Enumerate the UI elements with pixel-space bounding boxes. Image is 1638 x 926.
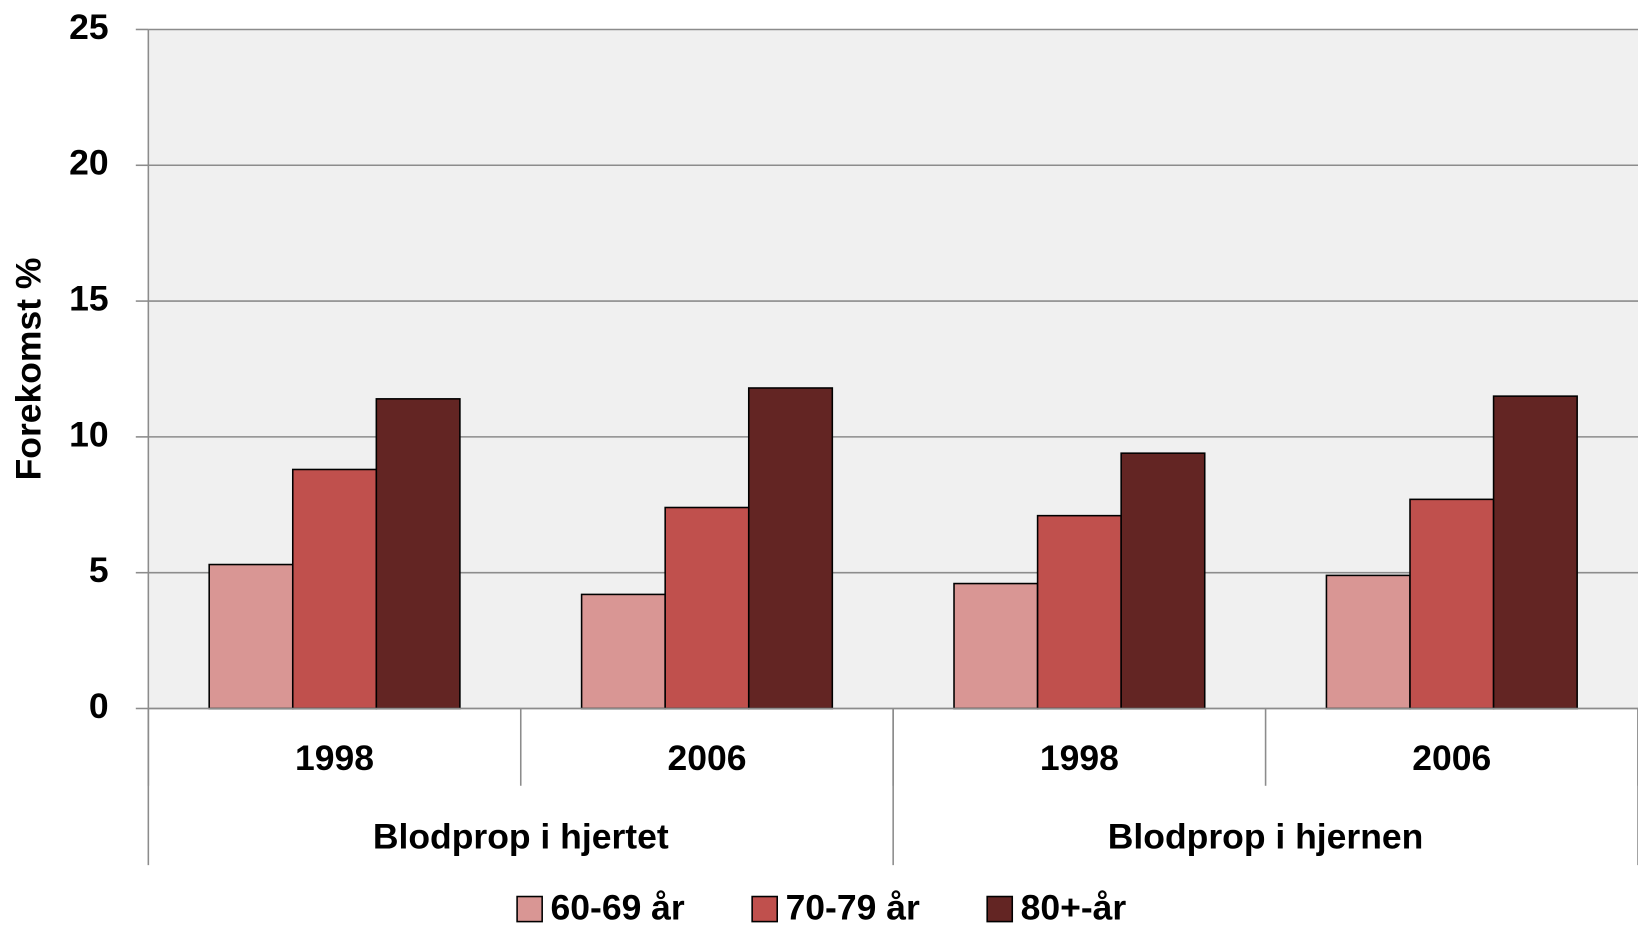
y-tick-label: 10 xyxy=(69,414,109,454)
y-tick-label: 25 xyxy=(69,7,109,47)
group-label: Blodprop i hjertet xyxy=(373,816,669,856)
y-tick-label: 5 xyxy=(89,550,109,590)
bar xyxy=(664,506,750,710)
bar xyxy=(747,387,834,710)
bar xyxy=(1120,452,1206,710)
legend-swatch xyxy=(751,895,778,923)
bar xyxy=(1325,574,1411,710)
y-axis-title: Forekomst % xyxy=(9,258,49,481)
legend-swatch xyxy=(516,895,543,923)
bar xyxy=(291,468,378,710)
x-tick-label: 1998 xyxy=(1040,738,1119,778)
bar xyxy=(1036,514,1122,710)
legend-swatch xyxy=(986,895,1014,923)
bar xyxy=(375,398,461,710)
y-tick-label: 15 xyxy=(69,278,109,318)
group-label: Blodprop i hjernen xyxy=(1108,816,1424,856)
legend-label: 70-79 år xyxy=(786,887,920,926)
x-tick-label: 1998 xyxy=(295,738,374,778)
y-tick-label: 20 xyxy=(69,143,109,183)
bar xyxy=(580,593,666,710)
y-tick-label: 0 xyxy=(89,686,109,726)
x-tick-label: 2006 xyxy=(1412,738,1491,778)
bar xyxy=(1492,395,1578,710)
bar xyxy=(953,582,1039,710)
bar xyxy=(208,563,294,710)
legend-label: 80+-år xyxy=(1021,887,1127,926)
x-tick-label: 2006 xyxy=(667,738,746,778)
bar xyxy=(1409,498,1495,710)
legend-label: 60-69 år xyxy=(551,887,685,926)
